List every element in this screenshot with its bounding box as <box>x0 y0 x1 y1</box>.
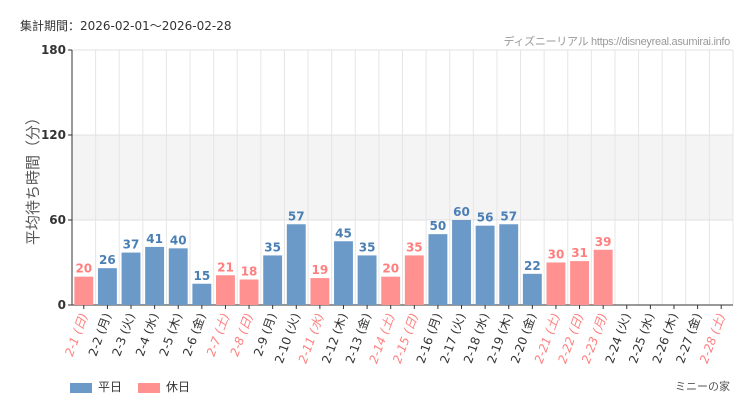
bar <box>593 249 613 305</box>
bar <box>121 252 141 305</box>
data-label: 21 <box>217 260 234 274</box>
data-label: 39 <box>595 235 612 249</box>
bar <box>475 225 495 305</box>
bar <box>192 283 212 305</box>
legend-label-holiday: 休日 <box>166 380 191 394</box>
data-label: 19 <box>312 263 329 277</box>
y-tick-label: 0 <box>58 298 66 312</box>
bar <box>522 273 542 305</box>
y-tick-label: 180 <box>41 43 66 57</box>
data-label: 56 <box>477 211 494 225</box>
legend-label-weekday: 平日 <box>98 380 123 394</box>
data-label: 45 <box>335 226 352 240</box>
legend-swatch-holiday <box>138 382 161 393</box>
legend: 平日 休日 <box>70 378 190 395</box>
period-label: 集計期間：2026-02-01～2026-02-28 <box>20 19 232 33</box>
data-label: 30 <box>548 248 565 262</box>
bar <box>239 279 259 305</box>
bar <box>499 224 519 305</box>
legend-swatch-weekday <box>70 382 92 393</box>
bar <box>286 224 306 305</box>
data-label: 31 <box>571 246 588 260</box>
bar <box>168 248 188 305</box>
attraction-name: ミニーの家 <box>675 380 730 393</box>
data-label: 57 <box>500 209 517 223</box>
data-label: 41 <box>146 232 163 246</box>
data-label: 18 <box>241 265 258 279</box>
legend-weekday[interactable]: 平日 <box>70 378 122 395</box>
bar <box>452 220 471 305</box>
bar <box>263 255 283 305</box>
data-label: 57 <box>288 209 305 223</box>
y-tick-label: 60 <box>49 213 66 227</box>
data-label: 40 <box>170 233 187 247</box>
bar <box>570 261 589 305</box>
data-label: 35 <box>359 240 376 254</box>
data-label: 20 <box>382 262 399 276</box>
data-label: 50 <box>430 219 447 233</box>
bar <box>145 246 165 305</box>
legend-holiday[interactable]: 休日 <box>138 378 190 395</box>
data-label: 37 <box>123 238 140 252</box>
bar <box>381 276 401 305</box>
data-label: 26 <box>99 253 116 267</box>
data-label: 22 <box>524 259 541 273</box>
data-label: 15 <box>193 269 210 283</box>
data-label: 35 <box>264 240 281 254</box>
bar <box>74 276 94 305</box>
y-tick-label: 120 <box>41 128 66 142</box>
bar <box>546 262 566 305</box>
bar <box>428 234 448 305</box>
bar <box>216 275 235 305</box>
y-axis-label: 平均待ち時間（分） <box>24 110 42 245</box>
bar <box>310 278 330 305</box>
bar <box>404 255 424 305</box>
bar <box>97 268 117 305</box>
bar <box>357 255 377 305</box>
bar <box>334 241 353 305</box>
data-label: 20 <box>75 262 92 276</box>
data-label: 35 <box>406 240 423 254</box>
data-label: 60 <box>453 205 470 219</box>
credit-label: ディズニーリアル https://disneyreal.asumirai.inf… <box>503 36 731 48</box>
